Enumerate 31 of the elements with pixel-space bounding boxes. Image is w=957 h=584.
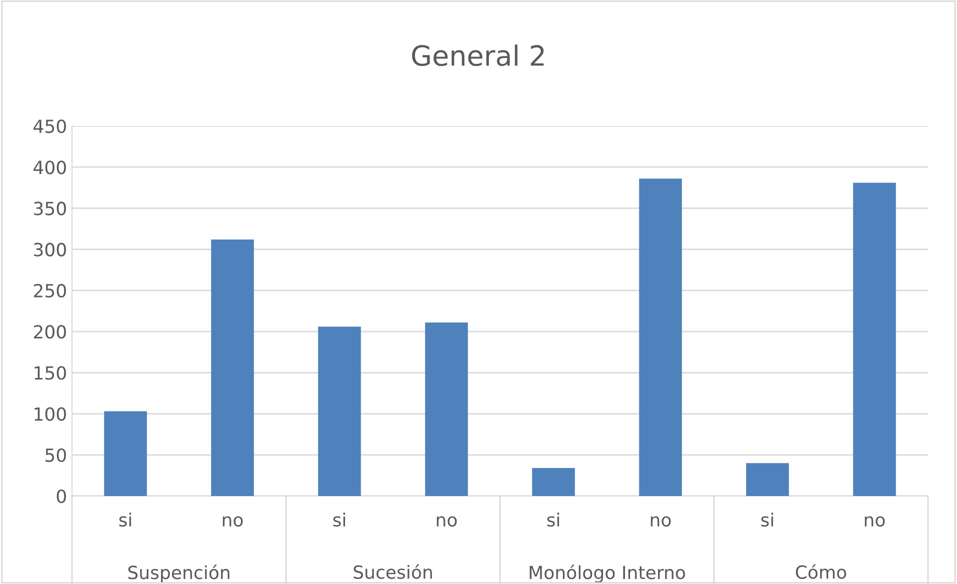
x-tick-label: si <box>547 512 560 527</box>
bar <box>318 326 361 496</box>
bar <box>211 239 254 496</box>
x-tick-label: no <box>864 516 885 527</box>
bar <box>639 178 682 496</box>
y-tick-label: 50 <box>46 448 66 462</box>
bar <box>532 468 575 496</box>
y-tick-label: 150 <box>34 366 66 380</box>
text: Monólogo Interno <box>530 564 685 583</box>
text: Sucesión <box>354 564 432 579</box>
text: Cómo <box>796 564 846 579</box>
y-tick-label: 450 <box>34 119 66 134</box>
y-tick-label: 350 <box>34 202 66 216</box>
y-tick-label: 300 <box>34 242 66 256</box>
x-tick-label: si <box>761 512 774 527</box>
x-tick-label: no <box>650 516 671 527</box>
bar <box>425 322 468 496</box>
bar <box>853 182 896 496</box>
y-tick-label: 0 <box>56 489 66 504</box>
chart-title: General 2 <box>412 44 544 66</box>
x-tick-label: no <box>222 516 243 527</box>
bar <box>746 463 789 496</box>
text: Suspención <box>128 564 230 583</box>
y-tick-label: 250 <box>34 284 66 298</box>
x-tick-label: si <box>119 512 132 527</box>
x-tick-label: no <box>436 516 457 527</box>
y-tick-label: 400 <box>34 160 66 174</box>
y-tick-label: 100 <box>34 407 66 421</box>
y-tick-label: 200 <box>34 325 66 339</box>
x-tick-label: si <box>333 512 346 527</box>
bar <box>104 411 147 496</box>
